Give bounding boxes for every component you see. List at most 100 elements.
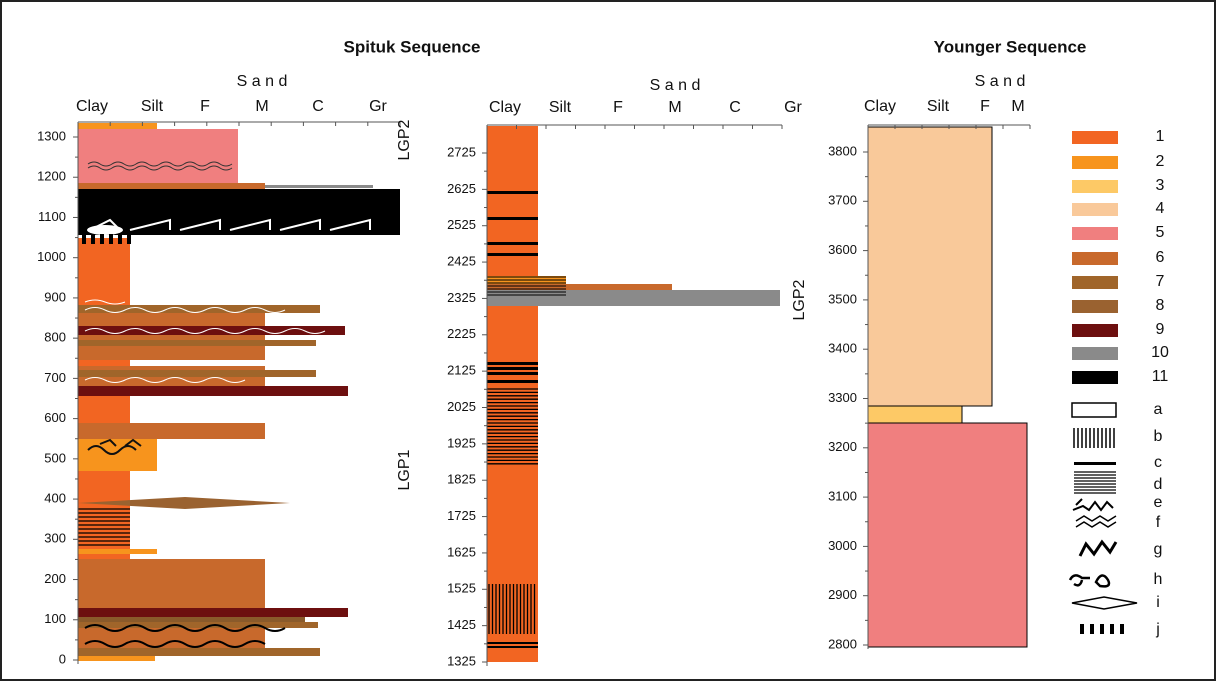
depth-label: 200 [44, 571, 66, 586]
clay-band [487, 646, 538, 648]
legend-label: 1 [1156, 128, 1165, 145]
legend-label: 8 [1156, 297, 1165, 314]
grain-label: M [1011, 98, 1024, 115]
depth-label: 3400 [828, 341, 857, 356]
column-spituk-lower [78, 123, 400, 661]
root-mark [118, 234, 122, 244]
grain-label: Gr [369, 98, 387, 115]
symbol [1100, 624, 1104, 634]
depth-label: 2900 [828, 587, 857, 602]
depth-label: 3600 [828, 242, 857, 257]
grain-label: Clay [864, 98, 896, 115]
depth-label: 3300 [828, 390, 857, 405]
depth-label: 2025 [447, 399, 476, 414]
unit-label: LGP1 [396, 449, 413, 490]
depth-label: 2225 [447, 326, 476, 341]
symbol [1120, 624, 1124, 634]
root-mark [82, 234, 86, 244]
depth-label: 3100 [828, 489, 857, 504]
legend-label: g [1154, 541, 1163, 558]
symbol [1090, 624, 1094, 634]
depth-label: 0 [59, 651, 66, 666]
sand-label: S a n d [237, 73, 288, 90]
symbol [1110, 624, 1114, 634]
legend-label: 7 [1156, 273, 1165, 290]
legend-symbols [1068, 131, 1138, 634]
depth-label: 1725 [447, 508, 476, 523]
depth-label: 2425 [447, 254, 476, 269]
grain-label: F [200, 98, 210, 115]
depth-label: 2800 [828, 636, 857, 651]
unit-label: LGP2 [791, 279, 808, 320]
title: Spituk Sequence [344, 37, 481, 56]
title: Younger Sequence [934, 37, 1087, 56]
grain-label: F [613, 99, 623, 116]
sand-label: S a n d [650, 77, 701, 94]
depth-label: 1100 [38, 209, 66, 224]
depth-label: 1200 [37, 169, 66, 184]
legend-label: a [1154, 401, 1163, 418]
depth-label: 300 [44, 531, 66, 546]
unit-label: LGP2 [396, 119, 413, 160]
clay-band [487, 372, 538, 375]
clay-band [487, 362, 538, 365]
grain-label: Clay [76, 98, 108, 115]
grain-label: C [312, 98, 324, 115]
grain-label: M [668, 99, 681, 116]
depth-label: 1325 [447, 653, 476, 668]
legend-label: 2 [1156, 153, 1165, 170]
root-mark [109, 234, 113, 244]
clay-band [487, 642, 538, 644]
depth-label: 1925 [447, 435, 476, 450]
depth-label: 900 [44, 289, 66, 304]
depth-label: 3500 [828, 291, 857, 306]
column-spituk-upper [487, 126, 780, 662]
legend-label: i [1156, 594, 1160, 611]
depth-label: 3700 [828, 193, 857, 208]
depth-label: 1525 [447, 581, 476, 596]
legend-label: 11 [1152, 368, 1169, 385]
grain-label: F [980, 98, 990, 115]
depth-label: 600 [44, 410, 66, 425]
depth-label: 2625 [447, 181, 476, 196]
clay-band [487, 380, 538, 383]
legend-label: 5 [1156, 224, 1165, 241]
legend-label: 10 [1151, 344, 1169, 361]
clay-band [487, 242, 538, 245]
root-mark [91, 234, 95, 244]
depth-label: 1825 [447, 472, 476, 487]
depth-label: 2525 [447, 217, 476, 232]
depth-label: 2125 [447, 363, 476, 378]
legend-label: 3 [1156, 177, 1165, 194]
clay-band [487, 253, 538, 256]
sand-label: S a n d [975, 73, 1026, 90]
depth-label: 500 [44, 450, 66, 465]
depth-label: 1425 [447, 617, 476, 632]
grain-label: M [255, 98, 268, 115]
grain-label: Clay [489, 99, 521, 116]
legend-label: 4 [1156, 200, 1165, 217]
grain-label: C [729, 99, 741, 116]
depth-label: 400 [44, 491, 66, 506]
depth-label: 700 [44, 370, 66, 385]
clay-band [487, 191, 538, 194]
grain-label: Silt [549, 99, 572, 116]
symbol [1080, 624, 1084, 634]
depth-label: 800 [44, 330, 66, 345]
legend-label: b [1154, 428, 1163, 445]
legend-label: c [1154, 454, 1162, 471]
legend-label: d [1154, 476, 1163, 493]
legend-label: h [1154, 571, 1163, 588]
column-younger [867, 126, 1028, 648]
depth-label: 3200 [828, 439, 857, 454]
legend-label: 6 [1156, 249, 1165, 266]
depth-label: 100 [44, 611, 66, 626]
depth-label: 3800 [828, 143, 857, 158]
depth-label: 3000 [828, 538, 857, 553]
grain-label: Gr [784, 99, 802, 116]
depth-label: 1000 [37, 249, 66, 264]
root-mark [100, 234, 104, 244]
depth-label: 1625 [447, 544, 476, 559]
legend-label: f [1156, 514, 1161, 531]
